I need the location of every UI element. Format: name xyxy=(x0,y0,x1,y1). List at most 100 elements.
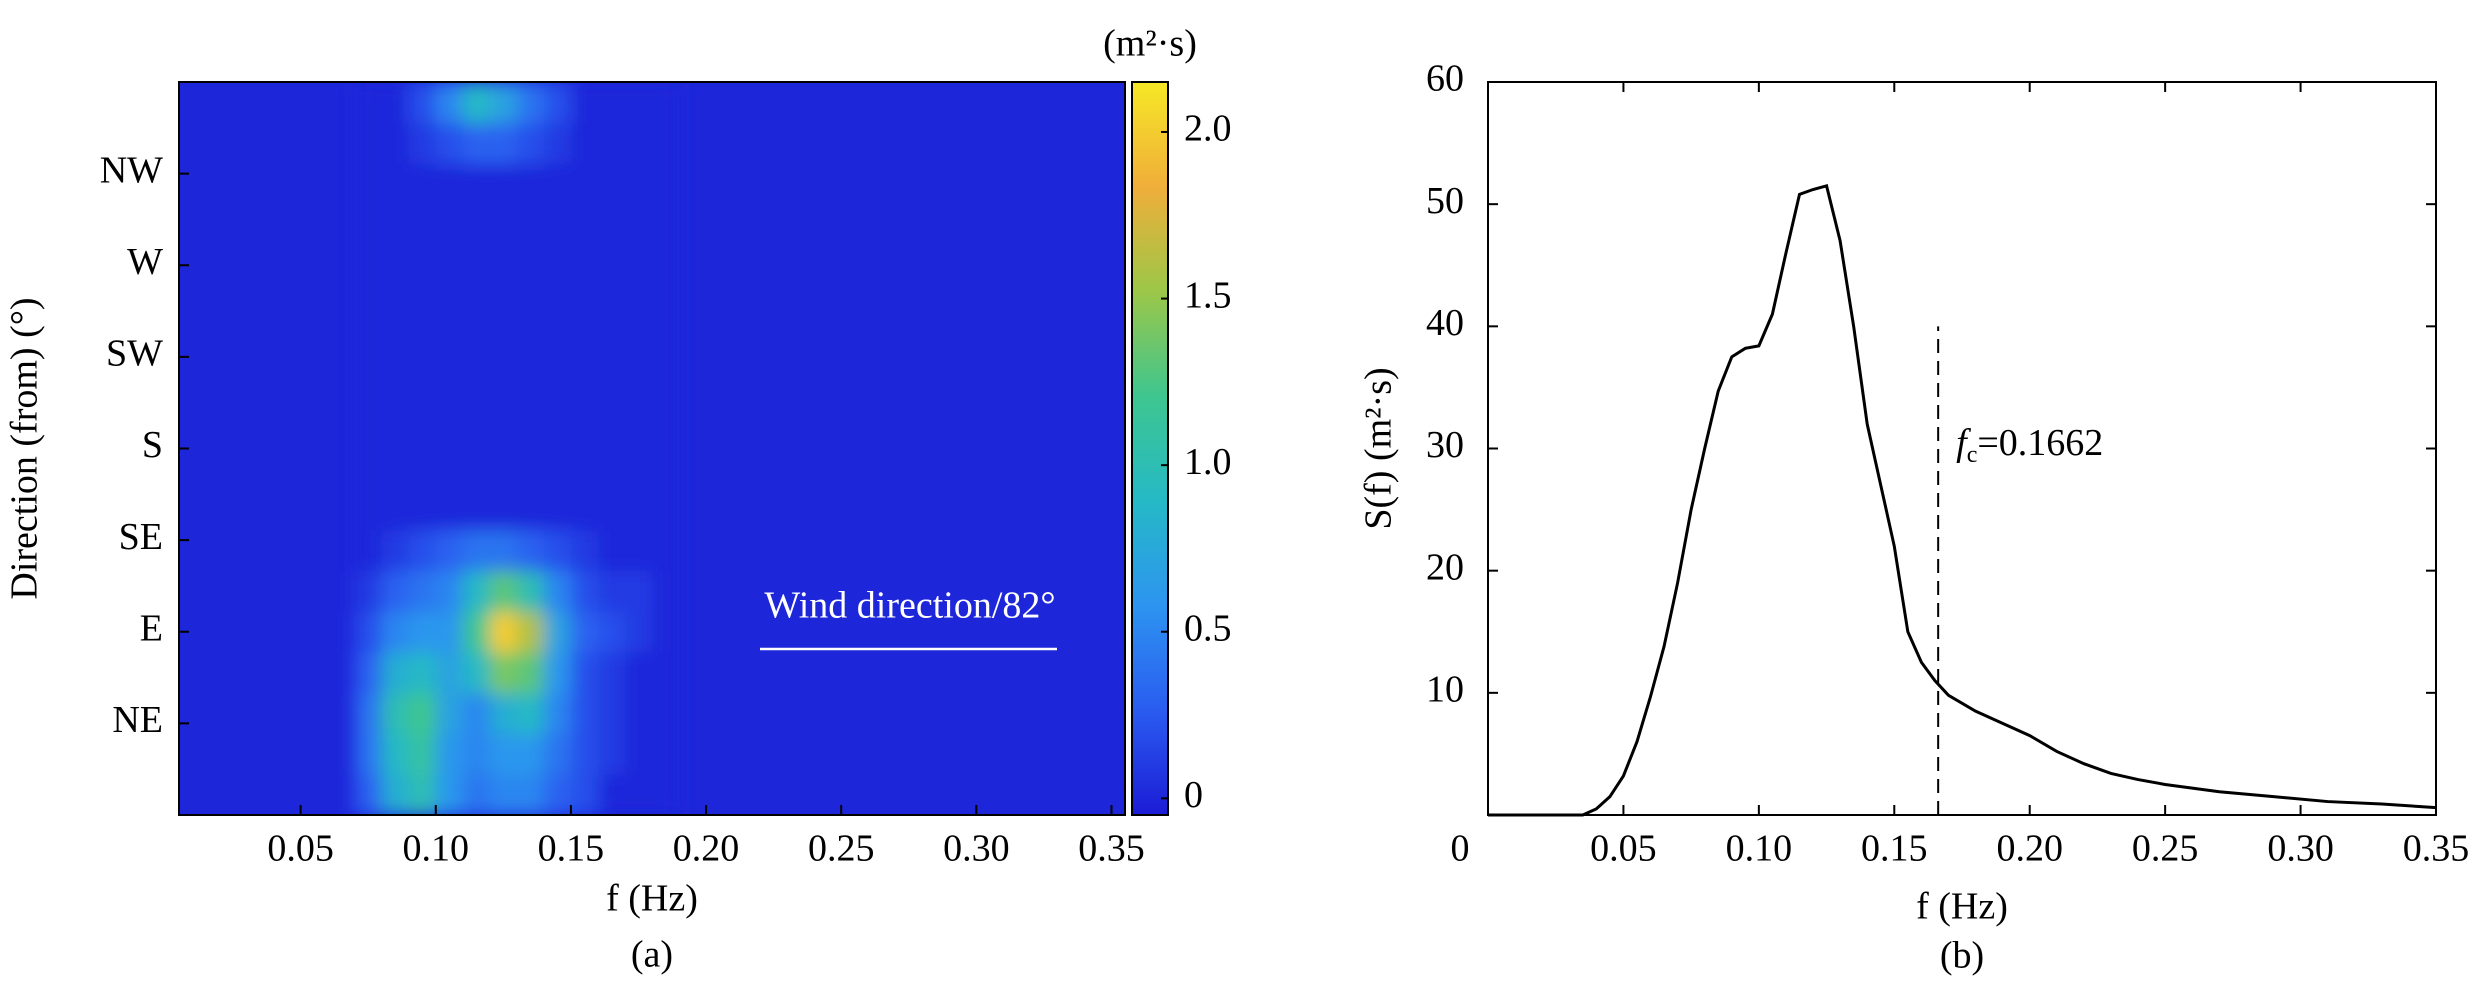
heat-cell xyxy=(597,326,626,368)
y-tick-label: NW xyxy=(100,149,163,191)
heat-cell xyxy=(570,367,599,409)
heat-cell xyxy=(597,367,626,409)
heat-cell xyxy=(489,326,518,368)
heat-cell xyxy=(462,244,491,287)
x-tick-label: 0.35 xyxy=(1078,828,1145,870)
heat-cell xyxy=(435,733,464,775)
heat-cell xyxy=(435,692,464,735)
heat-cell xyxy=(570,122,599,164)
heat-cell xyxy=(543,407,572,449)
heat-cell xyxy=(624,244,653,287)
y-axis-title: S(f) (m²·s) xyxy=(1358,367,1400,529)
heat-cell xyxy=(570,611,599,653)
heat-cell xyxy=(624,570,653,612)
heat-cell xyxy=(381,82,410,124)
heat-cell xyxy=(354,244,383,287)
heat-cell xyxy=(354,611,383,653)
heat-cell xyxy=(597,163,626,205)
heat-cell xyxy=(624,82,653,124)
heat-cell xyxy=(624,489,653,531)
heat-cell xyxy=(408,285,437,327)
heat-cell xyxy=(570,407,599,449)
heat-cell xyxy=(435,204,464,246)
heat-cell xyxy=(381,692,410,735)
y-tick-label: 50 xyxy=(1426,180,1464,222)
heat-cell xyxy=(624,448,653,490)
heat-cell xyxy=(354,326,383,368)
heat-cell xyxy=(381,163,410,205)
heat-cell xyxy=(435,285,464,327)
cutoff-value: =0.1662 xyxy=(1977,422,2103,464)
heat-cell xyxy=(435,244,464,287)
heat-cell xyxy=(489,163,518,205)
heat-cell xyxy=(489,692,518,735)
heat-cell xyxy=(543,285,572,327)
heat-cell xyxy=(381,285,410,327)
heat-cell xyxy=(462,529,491,572)
heat-cell xyxy=(570,692,599,735)
heat-cell xyxy=(381,611,410,653)
heat-cell xyxy=(381,774,410,815)
heat-cell xyxy=(489,774,518,815)
annotation: Wind direction/82° xyxy=(764,585,1055,627)
heat-cell xyxy=(381,652,410,694)
heat-cell xyxy=(462,652,491,694)
heat-cell xyxy=(354,367,383,409)
heat-cell xyxy=(354,122,383,164)
heat-cell xyxy=(543,652,572,694)
heatmap-blur xyxy=(354,82,680,815)
x-tick-label: 0.25 xyxy=(808,828,875,870)
heat-cell xyxy=(570,163,599,205)
heat-cell xyxy=(408,489,437,531)
y-tick-label: 20 xyxy=(1426,546,1464,588)
heat-cell xyxy=(489,407,518,449)
heat-cell xyxy=(381,122,410,164)
heat-cell xyxy=(516,652,545,694)
heat-cell xyxy=(624,774,653,815)
cutoff-subscript: c xyxy=(1967,442,1978,468)
heat-cell xyxy=(624,122,653,164)
heat-cell xyxy=(489,82,518,124)
heat-cell xyxy=(462,489,491,531)
colorbar-tick-label: 1.0 xyxy=(1184,441,1232,483)
heat-cell xyxy=(652,652,680,694)
heat-cell xyxy=(570,529,599,572)
heat-cell xyxy=(381,367,410,409)
heat-cell xyxy=(597,529,626,572)
y-tick-label: E xyxy=(140,607,163,649)
heat-cell xyxy=(462,163,491,205)
heat-cell xyxy=(381,733,410,775)
heat-cell xyxy=(543,326,572,368)
heat-cell xyxy=(516,407,545,449)
heat-cell xyxy=(570,489,599,531)
heat-cell xyxy=(408,367,437,409)
heat-cell xyxy=(570,326,599,368)
heat-cell xyxy=(597,570,626,612)
heat-cell xyxy=(652,326,680,368)
heat-cell xyxy=(462,448,491,490)
heat-cell xyxy=(489,204,518,246)
heat-cell xyxy=(516,529,545,572)
heat-cell xyxy=(624,326,653,368)
heat-cell xyxy=(462,407,491,449)
x-tick-label: 0.05 xyxy=(1590,828,1657,870)
heat-cell xyxy=(624,407,653,449)
heat-cell xyxy=(597,407,626,449)
heat-cell xyxy=(624,529,653,572)
heat-cell xyxy=(462,570,491,612)
heat-cell xyxy=(408,122,437,164)
heat-cell xyxy=(624,367,653,409)
heat-cell xyxy=(652,204,680,246)
x-tick-label: 0.20 xyxy=(1996,828,2063,870)
heat-cell xyxy=(435,489,464,531)
heat-cell xyxy=(408,529,437,572)
y-tick-label: SE xyxy=(119,516,163,558)
caption: (a) xyxy=(631,934,673,976)
heat-cell xyxy=(652,244,680,287)
x-tick-label: 0.20 xyxy=(673,828,740,870)
heat-cell xyxy=(354,448,383,490)
heat-cell xyxy=(435,448,464,490)
heat-cell xyxy=(354,489,383,531)
heat-cell xyxy=(597,652,626,694)
